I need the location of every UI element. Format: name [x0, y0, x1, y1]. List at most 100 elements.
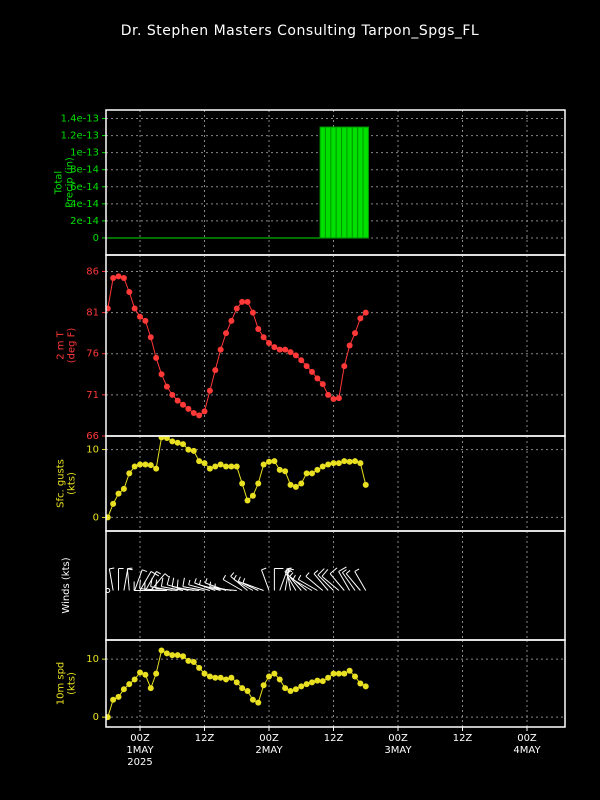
x-tick-label: 00Z — [517, 733, 537, 744]
y-axis-label: Total — [54, 171, 65, 195]
series-point — [352, 458, 359, 465]
wind-barb — [273, 568, 284, 591]
wind-barb — [198, 579, 221, 591]
series-point — [190, 409, 197, 416]
series-point — [163, 383, 170, 390]
series-point — [233, 305, 240, 312]
series-point — [190, 447, 197, 454]
series-point — [217, 674, 224, 681]
series-point — [190, 659, 197, 666]
series-point — [147, 334, 154, 341]
x-tick-label: 00Z — [259, 733, 279, 744]
plot-area — [106, 566, 367, 593]
series-point — [271, 458, 278, 465]
x-tick-label: 00Z — [388, 733, 408, 744]
series-point — [206, 387, 213, 394]
series-point — [233, 679, 240, 686]
series-point — [137, 461, 144, 468]
precip-bar — [319, 126, 326, 239]
series-point — [110, 275, 117, 282]
series-point — [325, 674, 332, 681]
series-point — [163, 436, 170, 442]
series-point — [346, 342, 353, 349]
series-point — [228, 674, 235, 681]
wind-barb — [150, 573, 170, 591]
precip-bar — [362, 126, 369, 239]
series-point — [196, 412, 203, 419]
series-point — [185, 446, 192, 453]
plot-area — [107, 126, 369, 239]
series-point — [260, 334, 267, 341]
wind-barb — [222, 574, 243, 591]
series-point — [244, 688, 251, 695]
y-axis-label: (kts) — [67, 472, 78, 495]
series-point — [137, 313, 144, 320]
series-point — [282, 346, 289, 353]
x-tick-label: 12Z — [195, 733, 215, 744]
series-point — [249, 696, 256, 703]
series-point — [217, 346, 224, 353]
year-label: 2025 — [127, 757, 152, 768]
series-point — [126, 470, 133, 477]
series-point — [196, 664, 203, 671]
series-point — [244, 497, 251, 504]
wind-barb — [242, 578, 264, 591]
series-point — [260, 682, 267, 689]
series-point — [142, 671, 149, 678]
wind-barb — [188, 579, 211, 591]
series-point — [287, 349, 294, 356]
series-point — [147, 685, 154, 692]
series-point — [110, 500, 117, 507]
plot-area — [106, 647, 369, 721]
y-axis-label: 10m spd — [56, 662, 67, 706]
precip-bar — [324, 126, 332, 239]
y-axis-label: (deg F) — [67, 328, 78, 364]
series-point — [335, 670, 342, 677]
series-point — [201, 460, 208, 467]
series-point — [319, 381, 326, 388]
series-point — [309, 679, 316, 686]
series-point — [357, 315, 364, 322]
wind-barb — [338, 566, 351, 591]
y-tick-label: 8e-14 — [70, 165, 99, 176]
wind-barb — [134, 569, 148, 591]
series-point — [319, 463, 326, 470]
wind-barb — [305, 572, 324, 591]
y-axis-label: Sfc. gusts — [56, 459, 67, 508]
chart-title: Dr. Stephen Masters Consulting Tarpon_Sp… — [121, 23, 479, 39]
series-point — [147, 462, 154, 469]
series-point — [131, 305, 138, 312]
series-point — [298, 683, 305, 690]
series-point — [287, 481, 294, 488]
series-point — [169, 652, 176, 659]
series-point — [335, 460, 342, 467]
series-point — [249, 309, 256, 316]
precip-bar — [346, 126, 353, 239]
series-point — [276, 676, 283, 683]
series-point — [228, 317, 235, 324]
y-tick-label: 1e-13 — [70, 148, 99, 159]
series-point — [174, 397, 181, 404]
series-point — [244, 298, 251, 305]
series-point — [282, 468, 289, 475]
series-point — [158, 371, 165, 378]
series-point — [239, 685, 246, 692]
wind-barb — [144, 581, 167, 591]
series-point — [276, 466, 283, 473]
series-point — [180, 401, 187, 408]
wind-barb — [284, 568, 297, 591]
series-point — [120, 686, 127, 693]
wind-barb — [237, 576, 259, 591]
series-point — [185, 657, 192, 664]
precip-bar — [330, 126, 337, 239]
y-tick-label: 1.4e-13 — [61, 114, 99, 125]
series-point — [180, 653, 187, 660]
series-point — [346, 667, 353, 674]
series-point — [309, 368, 316, 375]
series-point — [126, 289, 133, 296]
precip-bar — [351, 126, 359, 239]
series-point — [362, 683, 369, 690]
series-point — [137, 669, 144, 676]
y-tick-label: 10 — [86, 445, 99, 456]
series-point — [110, 696, 117, 703]
